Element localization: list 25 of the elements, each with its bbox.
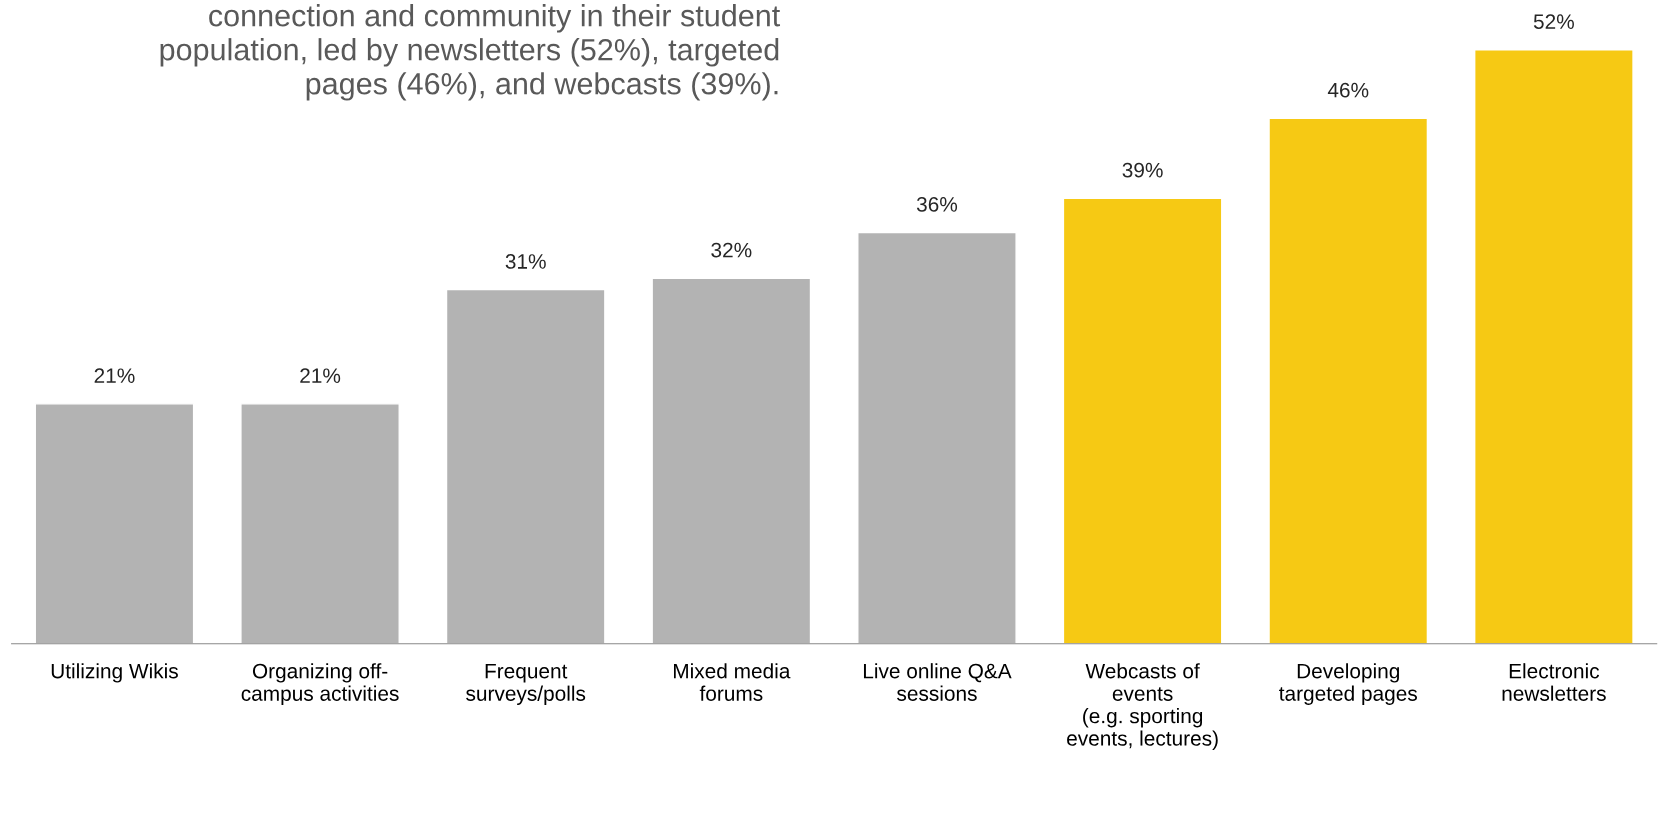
x-tick-label: Organizing off- campus activities bbox=[241, 663, 399, 706]
x-tick-label: Developing targeted pages bbox=[1279, 663, 1417, 706]
bar bbox=[1474, 49, 1634, 644]
x-tick-label: Frequent surveys/polls bbox=[466, 663, 586, 706]
x-tick-label: Webcasts of events (e.g. sporting events, lectures) bbox=[1067, 663, 1218, 750]
bar bbox=[1062, 197, 1223, 644]
data-label: 46% bbox=[1327, 82, 1369, 98]
data-label: 36% bbox=[916, 196, 958, 212]
bar bbox=[857, 231, 1017, 644]
x-tick-label: Live online Q&A sessions bbox=[863, 663, 1012, 701]
data-label: 21% bbox=[94, 368, 135, 383]
data-label: 21% bbox=[300, 368, 341, 383]
x-tick-label: Electronic newsletters bbox=[1502, 663, 1606, 701]
data-label: 32% bbox=[711, 242, 752, 258]
bar bbox=[34, 403, 195, 644]
x-tick-label: Mixed media forums bbox=[673, 663, 791, 701]
data-label: 39% bbox=[1122, 162, 1163, 178]
bar bbox=[651, 277, 812, 644]
bar bbox=[240, 403, 400, 644]
chart-title: connection and community in their student population, led by newsletters (52%), targeted pages (46%), and webcasts (39%). bbox=[160, 4, 781, 101]
bar bbox=[1268, 117, 1429, 644]
data-label: 52% bbox=[1533, 14, 1574, 29]
data-label: 31% bbox=[505, 254, 546, 269]
bar bbox=[445, 288, 606, 644]
x-tick-label: Utilizing Wikis bbox=[51, 663, 178, 683]
